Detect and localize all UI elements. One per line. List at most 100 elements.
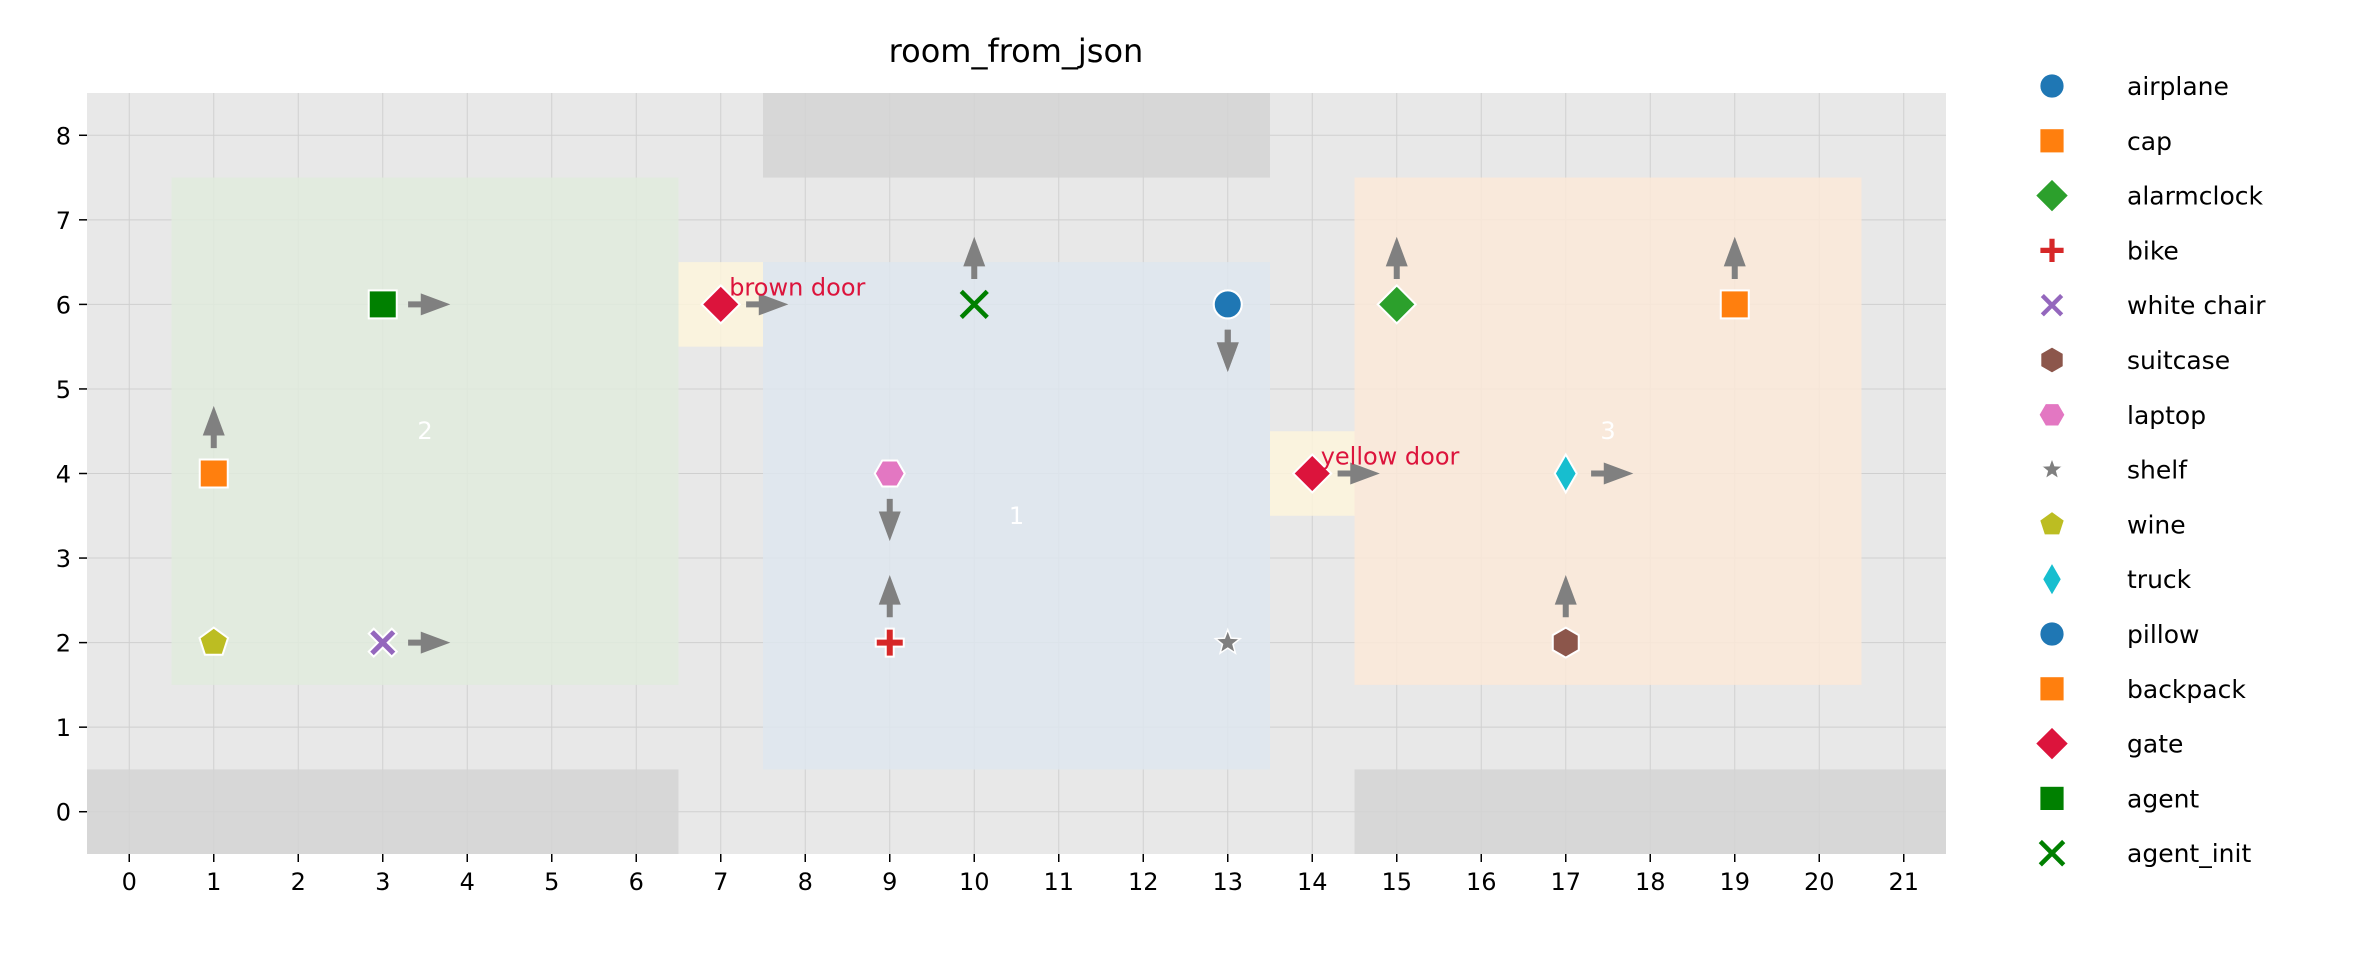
legend-label: cap <box>2127 127 2172 156</box>
legend-marker-bike <box>2038 236 2066 264</box>
direction-arrow-right <box>746 293 789 316</box>
y-tick-label: 5 <box>56 376 71 404</box>
x-tick-label: 10 <box>959 868 990 896</box>
x-tick-label: 2 <box>291 868 306 896</box>
legend-label: white chair <box>2127 291 2266 320</box>
legend-marker-suitcase <box>2039 345 2065 375</box>
legend-marker-backpack <box>2038 675 2066 703</box>
legend-marker-shelf <box>2038 455 2066 481</box>
legend-marker-truck <box>2040 560 2064 599</box>
x-tick-label: 13 <box>1212 868 1243 896</box>
marker-gate <box>1291 453 1333 494</box>
door-label: brown door <box>729 273 865 301</box>
legend-marker-agent <box>2038 784 2066 812</box>
x-tick-label: 6 <box>629 868 644 896</box>
door-label: yellow door <box>1321 443 1460 471</box>
legend-label: airplane <box>2127 72 2229 101</box>
marker-bike <box>874 627 905 658</box>
x-tick-label: 0 <box>122 868 137 896</box>
x-tick-label: 1 <box>206 868 221 896</box>
y-tick-label: 2 <box>56 630 71 658</box>
legend-label: pillow <box>2127 620 2199 649</box>
marker-cap <box>198 458 229 489</box>
direction-arrow-up <box>963 236 986 280</box>
room-label: 3 <box>1600 417 1615 445</box>
direction-arrow-up <box>1385 236 1408 280</box>
direction-arrow-up <box>1554 575 1577 618</box>
marker-truck <box>1553 452 1578 495</box>
room-label: 2 <box>417 417 432 445</box>
x-tick-label: 11 <box>1043 868 1074 896</box>
marker-agent <box>367 289 398 320</box>
marker-gate <box>700 283 742 325</box>
legend-label: alarmclock <box>2127 182 2264 211</box>
wall <box>87 769 679 854</box>
room-label: 1 <box>1009 502 1024 530</box>
x-tick-label: 17 <box>1550 868 1581 896</box>
y-tick-label: 1 <box>56 714 71 742</box>
marker-laptop <box>873 459 906 488</box>
marker-backpack <box>1719 289 1750 320</box>
legend-marker-airplane <box>2038 72 2066 100</box>
x-tick-label: 14 <box>1297 868 1328 896</box>
x-tick-label: 15 <box>1381 868 1412 896</box>
y-tick-label: 3 <box>56 545 71 573</box>
legend-marker-gate <box>2033 725 2071 763</box>
y-tick-label: 8 <box>56 122 71 150</box>
legend-label: agent_init <box>2127 839 2251 868</box>
x-tick-label: 4 <box>460 868 475 896</box>
y-tick-label: 4 <box>56 461 71 489</box>
wall <box>763 93 1270 178</box>
marker-suitcase <box>1551 626 1580 659</box>
direction-arrow-right <box>408 631 451 654</box>
legend-marker-white-chair <box>2037 291 2067 320</box>
chart-title: room_from_json <box>889 32 1144 70</box>
legend-marker-agent_init <box>2038 839 2066 867</box>
legend-label: truck <box>2127 565 2192 594</box>
direction-arrow-up <box>878 575 901 618</box>
legend: airplane cap alarmclock bike white chair suit… <box>2033 72 2266 868</box>
x-tick-label: 7 <box>713 868 728 896</box>
legend-marker-wine <box>2037 509 2067 537</box>
y-tick-label: 6 <box>56 291 71 319</box>
x-tick-label: 5 <box>544 868 559 896</box>
x-tick-label: 9 <box>882 868 897 896</box>
x-tick-label: 21 <box>1888 868 1919 896</box>
marker-pillow <box>1212 289 1243 320</box>
legend-label: agent <box>2127 784 2199 813</box>
marker-shelf <box>1213 627 1243 655</box>
legend-label: laptop <box>2127 401 2206 430</box>
x-tick-label: 20 <box>1804 868 1835 896</box>
direction-arrow-down <box>1216 329 1239 372</box>
legend-label: suitcase <box>2127 346 2230 375</box>
room-3 <box>1354 177 1862 685</box>
x-tick-label: 19 <box>1719 868 1750 896</box>
legend-label: wine <box>2127 510 2186 539</box>
legend-marker-laptop <box>2037 402 2067 428</box>
y-tick-label: 7 <box>56 207 71 235</box>
marker-alarmclock <box>1376 283 1418 325</box>
room-1 <box>763 262 1270 770</box>
legend-label: gate <box>2127 730 2183 759</box>
direction-arrow-right <box>408 293 451 316</box>
room-2 <box>171 177 679 685</box>
legend-label: backpack <box>2127 675 2246 704</box>
x-tick-label: 8 <box>798 868 813 896</box>
x-tick-label: 16 <box>1466 868 1497 896</box>
direction-arrow-down <box>878 498 901 542</box>
x-tick-label: 3 <box>375 868 390 896</box>
wall <box>1354 769 1946 854</box>
direction-arrow-right <box>1591 462 1634 485</box>
direction-arrow-up <box>1723 236 1746 280</box>
legend-label: shelf <box>2127 456 2188 485</box>
direction-arrow-right <box>1337 462 1380 485</box>
y-tick-label: 0 <box>56 799 71 827</box>
legend-marker-alarmclock <box>2033 177 2071 215</box>
legend-marker-cap <box>2038 127 2066 155</box>
legend-marker-pillow <box>2038 620 2066 648</box>
marker-white-chair <box>367 627 399 659</box>
marker-wine <box>198 626 230 656</box>
plot-area: 0 1 2 3 4 5 6 7 8 9 10 11 12 13 14 15 16 17 18 19 20 21012345… <box>56 93 1946 896</box>
direction-arrow-up <box>202 405 225 449</box>
